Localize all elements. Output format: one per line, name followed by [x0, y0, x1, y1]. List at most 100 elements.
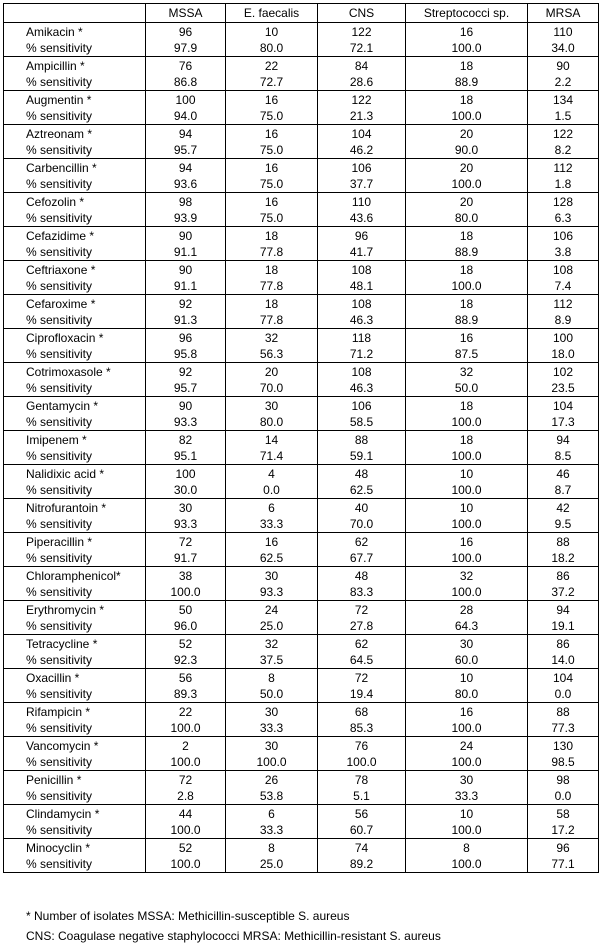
- sensitivity-cell: 89.3: [145, 686, 226, 703]
- isolates-cell: 18: [405, 90, 528, 108]
- sensitivity-label: % sensitivity: [3, 380, 146, 397]
- sensitivity-cell: 27.8: [317, 618, 406, 635]
- table-row-isolates: Amikacin * 96 10 122 16 110: [3, 22, 599, 40]
- sensitivity-cell: 88.9: [405, 244, 528, 261]
- sensitivity-cell: 88.9: [405, 74, 528, 91]
- sensitivity-label: % sensitivity: [3, 414, 146, 431]
- sensitivity-cell: 93.6: [145, 176, 226, 193]
- sensitivity-cell: 37.5: [225, 652, 318, 669]
- sensitivity-cell: 75.0: [225, 210, 318, 227]
- header-mssa: MSSA: [145, 3, 226, 23]
- isolates-cell: 22: [145, 702, 226, 720]
- table-row-sensitivity: % sensitivity 91.3 77.8 46.3 88.9 8.9: [3, 312, 599, 329]
- drug-name: Gentamycin *: [3, 396, 146, 414]
- footnote-1: * Number of isolates MSSA: Methicillin-s…: [26, 909, 350, 923]
- sensitivity-cell: 64.3: [405, 618, 528, 635]
- isolates-cell: 18: [405, 294, 528, 312]
- sensitivity-cell: 19.1: [527, 618, 599, 635]
- isolates-cell: 96: [145, 328, 226, 346]
- isolates-cell: 84: [317, 56, 406, 74]
- sensitivity-cell: 100.0: [405, 584, 528, 601]
- drug-name: Aztreonam *: [3, 124, 146, 142]
- sensitivity-cell: 100.0: [405, 482, 528, 499]
- drug-name: Clindamycin *: [3, 804, 146, 822]
- isolates-cell: 18: [405, 226, 528, 244]
- sensitivity-cell: 91.1: [145, 244, 226, 261]
- sensitivity-cell: 25.0: [225, 618, 318, 635]
- drug-name: Amikacin *: [3, 22, 146, 40]
- sensitivity-cell: 93.3: [145, 414, 226, 431]
- table-row-sensitivity: % sensitivity 100.0 25.0 89.2 100.0 77.1: [3, 856, 599, 873]
- sensitivity-cell: 2.2: [527, 74, 599, 91]
- isolates-cell: 30: [225, 702, 318, 720]
- table-row-sensitivity: % sensitivity 100.0 100.0 100.0 100.0 98.5: [3, 754, 599, 771]
- isolates-cell: 72: [145, 532, 226, 550]
- sensitivity-cell: 17.3: [527, 414, 599, 431]
- sensitivity-cell: 100.0: [405, 516, 528, 533]
- isolates-cell: 16: [405, 328, 528, 346]
- table-row-isolates: Minocyclin * 52 8 74 8 96: [3, 838, 599, 856]
- isolates-cell: 26: [225, 770, 318, 788]
- isolates-cell: 46: [527, 464, 599, 482]
- drug-name: Imipenem *: [3, 430, 146, 448]
- isolates-cell: 90: [145, 226, 226, 244]
- isolates-cell: 78: [317, 770, 406, 788]
- table-row-sensitivity: % sensitivity 100.0 33.3 60.7 100.0 17.2: [3, 822, 599, 839]
- isolates-cell: 110: [527, 22, 599, 40]
- sensitivity-cell: 33.3: [225, 516, 318, 533]
- table-row-sensitivity: % sensitivity 95.8 56.3 71.2 87.5 18.0: [3, 346, 599, 363]
- sensitivity-cell: 100.0: [145, 822, 226, 839]
- isolates-cell: 94: [145, 158, 226, 176]
- isolates-cell: 30: [145, 498, 226, 516]
- isolates-cell: 94: [527, 600, 599, 618]
- drug-name: Nitrofurantoin *: [3, 498, 146, 516]
- drug-name: Nalidixic acid *: [3, 464, 146, 482]
- isolates-cell: 18: [405, 430, 528, 448]
- isolates-cell: 4: [225, 464, 318, 482]
- isolates-cell: 18: [225, 260, 318, 278]
- drug-name: Vancomycin *: [3, 736, 146, 754]
- isolates-cell: 92: [145, 294, 226, 312]
- sensitivity-cell: 95.1: [145, 448, 226, 465]
- sensitivity-cell: 85.3: [317, 720, 406, 737]
- table-row-isolates: Imipenem * 82 14 88 18 94: [3, 430, 599, 448]
- table-row-sensitivity: % sensitivity 95.1 71.4 59.1 100.0 8.5: [3, 448, 599, 465]
- drug-name: Ciprofloxacin *: [3, 328, 146, 346]
- table-row-isolates: Augmentin * 100 16 122 18 134: [3, 90, 599, 108]
- table-row-isolates: Chloramphenicol* 38 30 48 32 86: [3, 566, 599, 584]
- sensitivity-label: % sensitivity: [3, 312, 146, 329]
- drug-name: Penicillin *: [3, 770, 146, 788]
- header-cell-empty: [3, 3, 146, 23]
- isolates-cell: 96: [145, 22, 226, 40]
- isolates-cell: 100: [145, 464, 226, 482]
- sensitivity-cell: 77.3: [527, 720, 599, 737]
- isolates-cell: 88: [317, 430, 406, 448]
- table-row-isolates: Cefaroxime * 92 18 108 18 112: [3, 294, 599, 312]
- table-row-sensitivity: % sensitivity 100.0 33.3 85.3 100.0 77.3: [3, 720, 599, 737]
- isolates-cell: 16: [405, 532, 528, 550]
- sensitivity-cell: 95.7: [145, 380, 226, 397]
- isolates-cell: 98: [145, 192, 226, 210]
- table-row-isolates: Vancomycin * 2 30 76 24 130: [3, 736, 599, 754]
- isolates-cell: 48: [317, 566, 406, 584]
- sensitivity-cell: 34.0: [527, 40, 599, 57]
- sensitivity-cell: 80.0: [405, 686, 528, 703]
- isolates-cell: 86: [527, 634, 599, 652]
- drug-name: Cefaroxime *: [3, 294, 146, 312]
- sensitivity-cell: 91.3: [145, 312, 226, 329]
- isolates-cell: 128: [527, 192, 599, 210]
- sensitivity-cell: 87.5: [405, 346, 528, 363]
- table-row-sensitivity: % sensitivity 97.9 80.0 72.1 100.0 34.0: [3, 40, 599, 57]
- isolates-cell: 108: [317, 294, 406, 312]
- sensitivity-cell: 2.8: [145, 788, 226, 805]
- sensitivity-cell: 75.0: [225, 142, 318, 159]
- sensitivity-cell: 41.7: [317, 244, 406, 261]
- isolates-cell: 30: [405, 634, 528, 652]
- sensitivity-cell: 100.0: [145, 754, 226, 771]
- sensitivity-cell: 97.9: [145, 40, 226, 57]
- sensitivity-label: % sensitivity: [3, 482, 146, 499]
- isolates-cell: 2: [145, 736, 226, 754]
- sensitivity-cell: 28.6: [317, 74, 406, 91]
- sensitivity-cell: 100.0: [317, 754, 406, 771]
- sensitivity-cell: 80.0: [225, 40, 318, 57]
